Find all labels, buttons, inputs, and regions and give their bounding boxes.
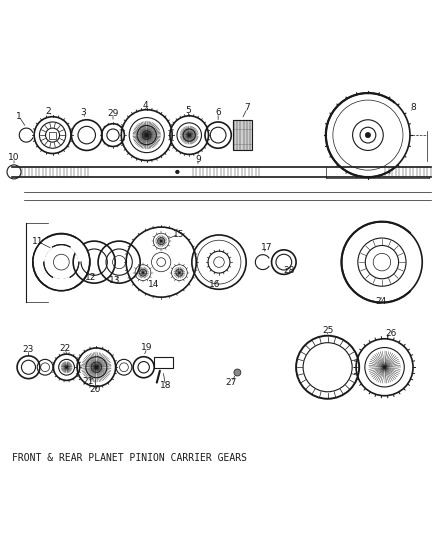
Bar	[233, 120, 252, 150]
Text: 1: 1	[16, 112, 22, 121]
Circle shape	[365, 133, 371, 138]
Text: 19: 19	[141, 343, 153, 352]
Text: 20: 20	[90, 385, 101, 394]
Bar	[154, 357, 173, 368]
Text: 10: 10	[8, 154, 20, 163]
Text: 16: 16	[209, 279, 220, 288]
Text: 11: 11	[32, 237, 43, 246]
Text: 3: 3	[80, 108, 86, 117]
Circle shape	[176, 170, 179, 174]
Text: 25: 25	[322, 326, 333, 335]
Text: FRONT & REAR PLANET PINION CARRIER GEARS: FRONT & REAR PLANET PINION CARRIER GEARS	[12, 454, 247, 463]
Text: 27: 27	[226, 378, 237, 386]
Text: 7: 7	[244, 103, 251, 112]
Text: 14: 14	[148, 280, 159, 289]
Text: 21: 21	[82, 377, 93, 386]
Text: 15: 15	[173, 230, 184, 239]
Text: 28: 28	[283, 266, 295, 276]
Text: 4: 4	[143, 101, 148, 110]
Text: 12: 12	[85, 273, 97, 282]
Text: 24: 24	[375, 297, 387, 306]
Circle shape	[234, 369, 241, 376]
Text: 5: 5	[185, 106, 191, 115]
Text: 23: 23	[23, 345, 34, 354]
Wedge shape	[34, 239, 53, 262]
Wedge shape	[70, 239, 89, 262]
Text: 2: 2	[46, 107, 51, 116]
Wedge shape	[48, 277, 74, 290]
Bar	[49, 132, 56, 139]
Text: 8: 8	[410, 103, 417, 112]
Text: 9: 9	[195, 155, 201, 164]
Text: 17: 17	[261, 243, 273, 252]
Text: 26: 26	[385, 328, 397, 337]
Text: 29: 29	[107, 109, 119, 118]
Text: 18: 18	[160, 381, 171, 390]
Text: 6: 6	[215, 108, 221, 117]
Text: 13: 13	[109, 276, 120, 285]
Text: 22: 22	[59, 344, 71, 353]
